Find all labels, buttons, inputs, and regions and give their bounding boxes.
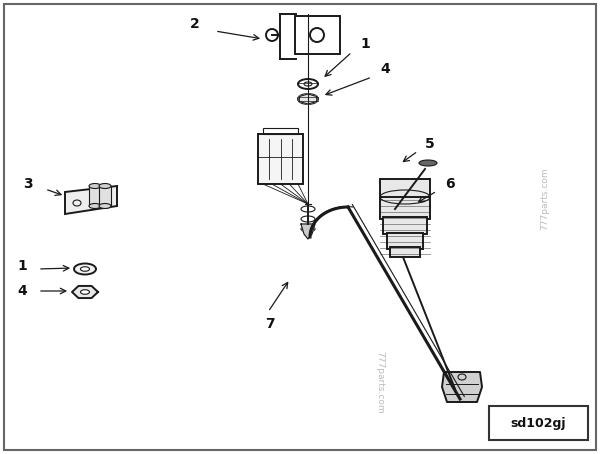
Text: 7: 7 — [265, 317, 275, 331]
Bar — [390, 247, 420, 257]
FancyBboxPatch shape — [489, 406, 588, 440]
Bar — [295, 16, 340, 54]
Text: sd102gj: sd102gj — [511, 417, 566, 430]
Ellipse shape — [74, 263, 96, 275]
Text: 4: 4 — [380, 62, 390, 76]
Text: 6: 6 — [445, 177, 455, 191]
Ellipse shape — [80, 267, 89, 271]
Text: 1: 1 — [360, 37, 370, 51]
Text: 3: 3 — [23, 177, 33, 191]
Bar — [258, 134, 303, 184]
Text: 777parts.com: 777parts.com — [541, 168, 550, 230]
Ellipse shape — [89, 203, 101, 208]
Ellipse shape — [80, 290, 89, 294]
Text: 2: 2 — [190, 17, 200, 31]
Bar — [380, 197, 430, 219]
Text: 777parts.com: 777parts.com — [376, 350, 385, 413]
Polygon shape — [299, 94, 317, 104]
Polygon shape — [72, 286, 98, 298]
Bar — [387, 233, 423, 249]
Bar — [380, 179, 430, 199]
Ellipse shape — [89, 183, 101, 188]
Polygon shape — [65, 186, 117, 214]
Text: 1: 1 — [17, 259, 27, 273]
Text: 5: 5 — [425, 137, 435, 151]
Polygon shape — [301, 224, 315, 239]
Bar — [263, 128, 298, 134]
Bar — [99, 186, 111, 206]
Ellipse shape — [419, 160, 437, 166]
Bar — [89, 186, 101, 206]
Ellipse shape — [99, 203, 111, 208]
Ellipse shape — [99, 183, 111, 188]
Bar — [383, 217, 427, 234]
Text: 4: 4 — [17, 284, 27, 298]
Polygon shape — [442, 372, 482, 402]
